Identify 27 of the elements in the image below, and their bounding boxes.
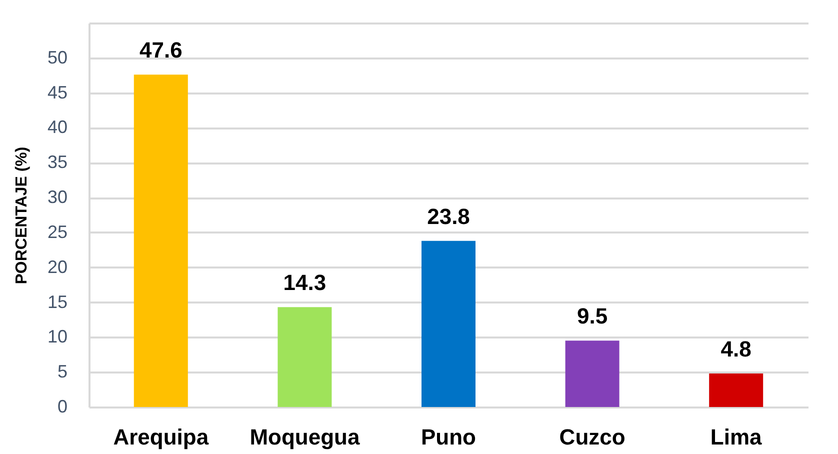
y-tick-label: 45 (47, 82, 68, 102)
y-tick-label: 30 (47, 187, 68, 208)
bar (422, 240, 476, 407)
x-tick-label: Lima (710, 424, 763, 450)
data-label: 23.8 (427, 204, 470, 229)
y-tick-label: 40 (47, 117, 68, 138)
y-tick-label: 35 (47, 152, 68, 172)
y-tick-label: 10 (47, 326, 68, 347)
bar (709, 373, 764, 407)
x-tick-label: Moquegua (250, 424, 360, 450)
x-tick-label: Cuzco (559, 424, 626, 450)
bar (565, 340, 620, 407)
data-label: 14.3 (283, 270, 326, 296)
bar (134, 74, 188, 407)
y-tick-label: 20 (47, 256, 68, 277)
x-tick-label: Arequipa (113, 424, 210, 450)
bar (278, 307, 332, 407)
y-tick-label: 5 (57, 362, 68, 382)
y-axis-title: PORCENTAJE (%) (13, 146, 30, 284)
x-tick-label: Puno (421, 424, 476, 450)
data-label: 47.6 (139, 38, 182, 63)
y-tick-label: 25 (47, 222, 68, 242)
y-tick-label: 0 (57, 396, 68, 416)
y-tick-label: 50 (47, 47, 68, 68)
y-tick-label: 15 (47, 292, 68, 312)
data-label: 4.8 (720, 336, 752, 362)
data-label: 9.5 (577, 304, 608, 329)
